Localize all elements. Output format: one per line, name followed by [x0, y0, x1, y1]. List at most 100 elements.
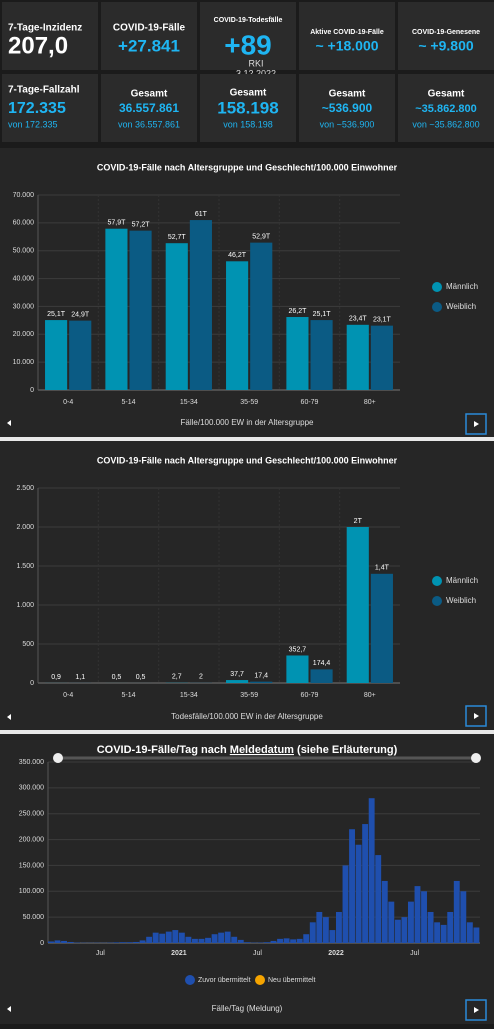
y-tick-label: 200.000	[19, 836, 44, 843]
legend-marker[interactable]	[432, 282, 442, 292]
bar	[172, 930, 178, 943]
chart-title: COVID-19-Fälle nach Altersgruppe und Ges…	[97, 455, 398, 465]
bar	[467, 922, 473, 943]
value-label: 57,2T	[132, 222, 151, 229]
bar	[382, 881, 388, 943]
bar	[311, 669, 333, 683]
y-tick-label: 250.000	[19, 811, 44, 818]
y-tick-label: 2.500	[16, 485, 34, 492]
x-tick-label: 35-59	[240, 399, 258, 406]
tile-sub: von ~35.862.800	[412, 119, 479, 129]
bar	[347, 325, 369, 390]
value-label: 2,7	[172, 674, 182, 681]
bar	[347, 527, 369, 683]
value-label: 24,9T	[71, 311, 90, 318]
legend-marker[interactable]	[255, 975, 265, 985]
panel	[0, 441, 494, 730]
bar	[225, 932, 231, 943]
y-tick-label: 30.000	[13, 303, 35, 310]
y-tick-label: 20.000	[13, 331, 35, 338]
bar	[185, 937, 191, 943]
slider-handle[interactable]	[53, 753, 63, 763]
legend-label[interactable]: Weiblich	[446, 596, 476, 605]
bar	[297, 939, 303, 943]
value-label: 46,2T	[228, 252, 247, 259]
tile-sub: von 158.198	[223, 119, 273, 129]
y-tick-label: 0	[30, 387, 34, 394]
tile-label: Gesamt	[428, 89, 465, 100]
bar	[69, 321, 91, 390]
bar	[454, 881, 460, 943]
bar	[362, 824, 368, 943]
y-tick-label: 300.000	[19, 785, 44, 792]
x-tick-label: Jul	[410, 950, 419, 957]
separator	[0, 437, 494, 441]
slider-handle[interactable]	[471, 753, 481, 763]
value-label: 2	[199, 674, 203, 681]
x-tick-label: 60-79	[301, 399, 319, 406]
bar	[218, 933, 224, 943]
value-label: 25,1T	[47, 311, 66, 318]
bar	[316, 912, 322, 943]
legend-label[interactable]: Zuvor übermittelt	[198, 977, 251, 984]
bar	[447, 912, 453, 943]
legend-marker[interactable]	[432, 576, 442, 586]
bar	[205, 938, 211, 943]
y-tick-label: 60.000	[13, 220, 35, 227]
legend-label[interactable]: Neu übermittelt	[268, 977, 316, 984]
value-label: 52,9T	[252, 233, 271, 240]
tile-sub: von 172.335	[8, 119, 58, 129]
tile-value: 36.557.861	[119, 101, 179, 115]
bar	[250, 682, 272, 683]
x-tick-label: 2021	[171, 950, 187, 957]
bar	[356, 845, 362, 943]
legend-label[interactable]: Männlich	[446, 282, 478, 291]
bar	[290, 939, 296, 943]
bar	[271, 941, 277, 943]
separator	[0, 730, 494, 734]
y-tick-label: 100.000	[19, 888, 44, 895]
bar	[250, 243, 272, 390]
bar	[45, 320, 67, 390]
tile	[299, 2, 395, 70]
tile-value: 158.198	[217, 98, 278, 117]
legend-label[interactable]: Männlich	[446, 576, 478, 585]
bar	[441, 925, 447, 943]
legend-label[interactable]: Weiblich	[446, 302, 476, 311]
bar	[190, 220, 212, 390]
bar	[140, 940, 146, 943]
bar	[323, 917, 329, 943]
tile-value: ~35.862.800	[415, 103, 476, 115]
tile-sub: von ~536.900	[320, 119, 375, 129]
bar	[231, 937, 237, 943]
bar	[192, 939, 198, 943]
value-label: 52,7T	[168, 234, 187, 241]
legend-marker[interactable]	[432, 302, 442, 312]
legend-marker[interactable]	[432, 596, 442, 606]
bar	[388, 902, 394, 943]
y-tick-label: 1.500	[16, 563, 34, 570]
value-label: 352,7	[289, 646, 307, 653]
legend-marker[interactable]	[185, 975, 195, 985]
tile-value: 207,0	[8, 32, 68, 59]
bar	[133, 942, 139, 943]
y-tick-label: 50.000	[13, 248, 35, 255]
x-tick-label: 0-4	[63, 692, 73, 699]
x-tick-label: 5-14	[121, 399, 135, 406]
value-label: 61T	[195, 211, 208, 218]
y-tick-label: 0	[40, 940, 44, 947]
y-tick-label: 2.000	[16, 524, 34, 531]
bar	[371, 574, 393, 683]
tile-label: 7-Tage-Fallzahl	[8, 85, 80, 96]
bar	[105, 229, 127, 390]
y-tick-label: 50.000	[23, 914, 45, 921]
bar	[428, 912, 434, 943]
bar	[277, 939, 283, 943]
bar	[343, 865, 349, 943]
tile-label: Gesamt	[329, 89, 366, 100]
tile-label: Gesamt	[230, 88, 267, 99]
tile-value: +89	[224, 29, 272, 60]
bar	[408, 902, 414, 943]
tile-label: Aktive COVID-19-Fälle	[310, 29, 384, 36]
